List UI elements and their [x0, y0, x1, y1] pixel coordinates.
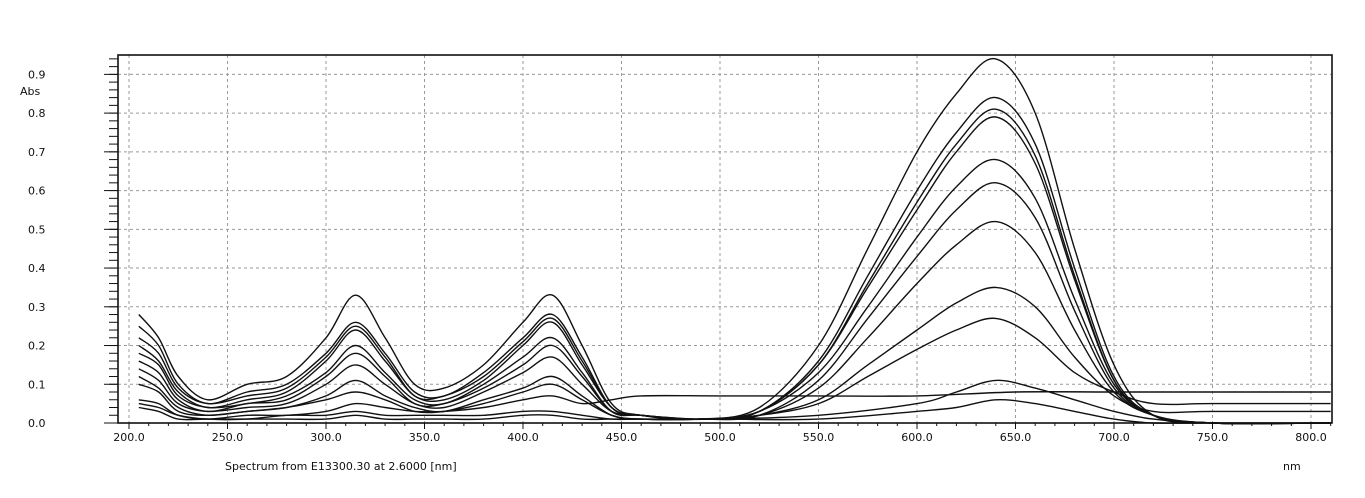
grid-layer [118, 55, 1332, 424]
spectrum-line-1 [138, 58, 1331, 425]
spectrum-line-7 [138, 220, 1331, 425]
spectrum-line-2 [138, 96, 1331, 425]
spectrum-line-4 [138, 116, 1331, 425]
y-tick-label: 0.7 [28, 146, 46, 159]
x-tick-label: 550.0 [803, 431, 835, 444]
x-tick-label: 750.0 [1197, 431, 1229, 444]
y-axis-label: Abs [20, 85, 41, 98]
x-axis-label: Spectrum from E13300.30 at 2.6000 [nm] [225, 460, 457, 473]
x-tick-label: 200.0 [113, 431, 145, 444]
x-tick-label: 700.0 [1098, 431, 1130, 444]
x-unit-label: nm [1283, 460, 1301, 473]
y-tick-label: 0.6 [28, 185, 46, 198]
tick-layer [104, 58, 1332, 429]
y-tick-label: 0.5 [28, 223, 46, 236]
spectrum-line-3 [138, 108, 1331, 425]
x-tick-label: 300.0 [310, 431, 342, 444]
spectrum-line-12 [138, 398, 1331, 424]
x-tick-label: 600.0 [901, 431, 933, 444]
spectrum-line-10 [138, 391, 1331, 420]
x-tick-label: 500.0 [704, 431, 736, 444]
x-tick-label: 250.0 [212, 431, 244, 444]
y-tick-label: 0.3 [28, 301, 46, 314]
series-layer [138, 58, 1331, 425]
x-tick-label: 650.0 [1000, 431, 1032, 444]
x-tick-label: 800.0 [1295, 431, 1327, 444]
y-tick-label: 0.1 [28, 378, 46, 391]
y-tick-label: 0.9 [28, 68, 46, 81]
spectrum-line-6 [138, 182, 1331, 425]
plot-frame [117, 54, 1333, 424]
x-tick-label: 400.0 [507, 431, 539, 444]
x-tick-label: 350.0 [409, 431, 441, 444]
y-tick-label: 0.8 [28, 107, 46, 120]
spectrum-line-11 [138, 379, 1331, 424]
y-tick-label: 0.4 [28, 262, 46, 275]
y-tick-label: 0.2 [28, 340, 46, 353]
y-tick-label: 0.0 [28, 417, 46, 430]
spectrum-line-9 [138, 317, 1331, 421]
label-layer: 200.0 250.0 300.0 350.0 400.0 450.0 500.0 550.0… [28, 68, 1327, 444]
x-tick-label: 450.0 [606, 431, 638, 444]
